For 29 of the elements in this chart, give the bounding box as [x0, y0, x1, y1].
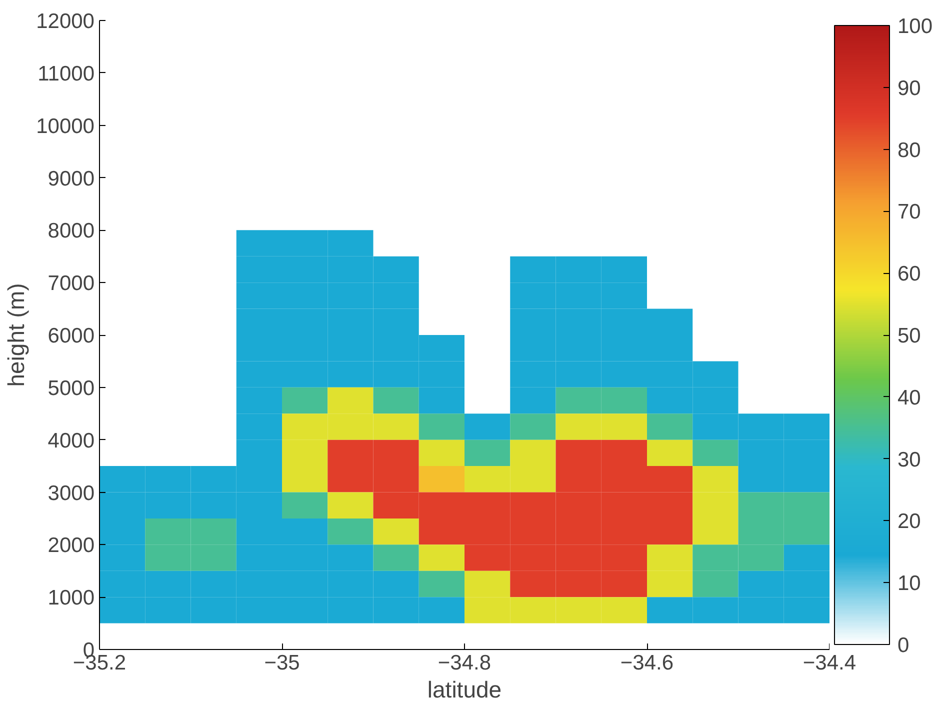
y-axis-title: height (m): [3, 283, 30, 387]
x-tick-label: −34.4: [802, 652, 856, 674]
color-bar-label: 30: [898, 448, 921, 472]
y-tick-label: 9000: [48, 167, 94, 190]
x-tick-label: −35: [264, 652, 300, 674]
y-tick-label: 6000: [48, 324, 94, 348]
y-tick-label: 2000: [48, 534, 94, 558]
y-tick-label: 12000: [36, 10, 95, 33]
color-bar-label: 20: [898, 510, 921, 534]
y-tick-label: 1000: [48, 586, 94, 610]
color-bar-label: 10: [898, 572, 921, 596]
y-tick-label: 4000: [48, 429, 94, 452]
color-bar-label: 70: [898, 200, 921, 224]
color-bar-label: 0: [898, 634, 910, 657]
y-tick-label: 8000: [48, 220, 94, 243]
x-tick-label: −34.8: [438, 652, 492, 674]
color-bar-label: 90: [898, 76, 921, 100]
y-tick-label: 11000: [38, 62, 95, 86]
color-bar-label: 50: [898, 324, 921, 348]
x-tick-label: −34.6: [620, 652, 674, 674]
color-bar-label: 100: [898, 15, 933, 38]
x-axis-title: latitude: [427, 676, 502, 702]
y-tick-label: 3000: [48, 482, 94, 505]
y-tick-label: 5000: [48, 376, 94, 400]
y-tick-label: 10000: [36, 114, 95, 138]
y-tick-label: 7000: [48, 272, 94, 296]
color-bar-label: 80: [898, 138, 921, 162]
color-bar-label: 40: [898, 386, 921, 410]
color-bar-label: 60: [898, 262, 921, 286]
